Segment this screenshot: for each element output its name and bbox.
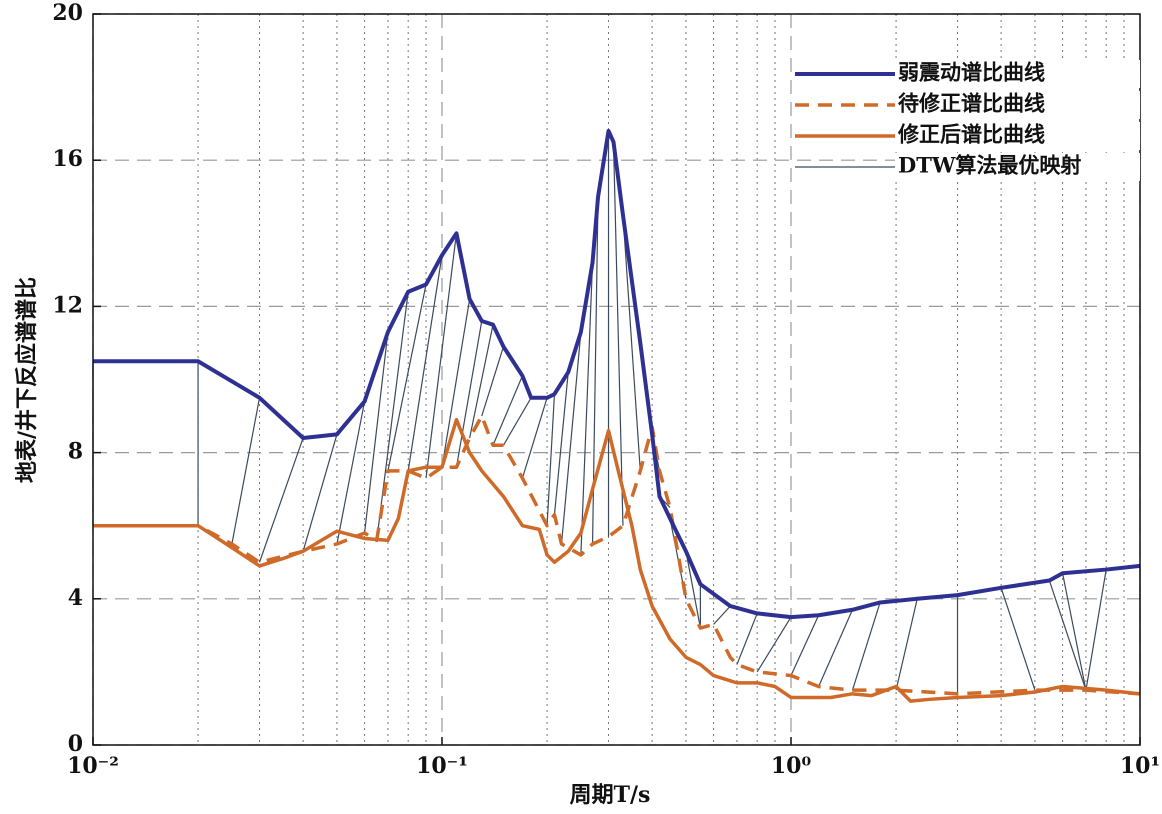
- dtw-mapping: [818, 609, 854, 687]
- dtw-mapping: [1061, 573, 1087, 691]
- dtw-mapping: [756, 616, 792, 673]
- dtw-mapping: [336, 401, 366, 545]
- x-axis-label: 周期T/s: [570, 782, 651, 808]
- dtw-mapping: [736, 613, 758, 665]
- dtw-mapping: [407, 255, 443, 471]
- dtw-mapping: [455, 320, 483, 468]
- series-line: [93, 128, 1141, 620]
- x-tick-label: 10⁻¹: [416, 753, 468, 779]
- dtw-mapping: [546, 394, 556, 526]
- legend-label: 弱震动谱比曲线: [898, 60, 1045, 85]
- dtw-mapping: [713, 605, 731, 625]
- dtw-mapping: [521, 397, 548, 479]
- dtw-mapping: [1000, 587, 1036, 691]
- dtw-mapping: [685, 551, 701, 629]
- dtw-mapping: [502, 397, 532, 446]
- dtw-mapping: [231, 397, 261, 545]
- dtw-mapping: [560, 331, 582, 545]
- y-tick-label: 8: [68, 439, 83, 465]
- dtw-mapping: [622, 214, 641, 471]
- x-tick-label: 10⁰: [771, 753, 812, 779]
- y-tick-label: 0: [68, 731, 83, 757]
- dtw-mapping: [302, 434, 338, 552]
- series-line: [93, 414, 1141, 696]
- dtw-mapping: [1048, 580, 1087, 691]
- dtw-mapping: [387, 284, 427, 471]
- legend-label: 修正后谱比曲线: [897, 122, 1045, 147]
- y-tick-label: 4: [68, 585, 83, 611]
- legend-bg: [895, 60, 1140, 88]
- legend-bg: [895, 153, 1140, 181]
- plot-frame: [92, 13, 1141, 746]
- dtw-mapping: [612, 141, 624, 526]
- legend-bg: [895, 122, 1140, 150]
- y-axis-label: 地表/井下反应谱谱比: [14, 277, 40, 483]
- dtw-mapping: [425, 233, 458, 479]
- y-tick-label: 16: [52, 146, 83, 172]
- dtw-mapping: [851, 602, 881, 691]
- y-tick-label: 12: [52, 292, 83, 318]
- dtw-mapping: [553, 372, 569, 515]
- x-tick-label: 10⁻²: [67, 753, 119, 779]
- legend-label: 待修正谱比曲线: [898, 91, 1045, 116]
- dtw-mapping: [376, 291, 409, 541]
- dtw-mapping: [895, 598, 918, 691]
- dtw-mapping: [1085, 569, 1107, 691]
- dtw-mapping: [469, 324, 494, 439]
- dtw-mapping: [258, 437, 304, 563]
- dtw-mapping: [790, 614, 820, 676]
- legend-label: DTW算法最优映射: [898, 153, 1081, 178]
- dtw-mapping: [441, 298, 471, 468]
- legend-bg: [895, 91, 1140, 119]
- dtw-mapping: [492, 375, 523, 446]
- dtw-mapping: [580, 262, 594, 555]
- series-line: [93, 417, 1141, 703]
- dtw-mapping: [363, 331, 389, 534]
- y-tick-label: 20: [52, 0, 83, 26]
- dtw-mapping: [481, 346, 505, 417]
- x-tick-label: 10¹: [1120, 753, 1160, 779]
